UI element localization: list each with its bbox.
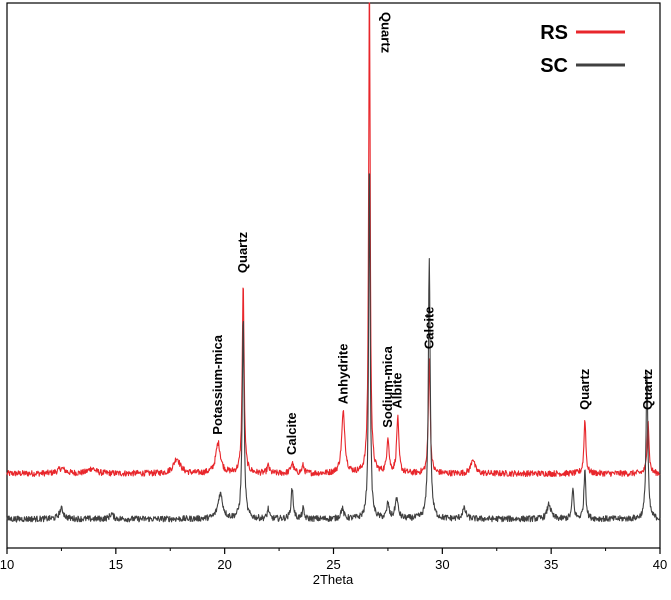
- annotation-layer: Potassium-mica Quartz Calcite Anhydrite Quar…: [210, 12, 655, 455]
- x-tick-label: 40: [653, 557, 667, 572]
- peak-label: Calcite: [421, 306, 436, 349]
- peak-label: Quartz: [577, 368, 592, 410]
- x-axis-title: 2Theta: [313, 572, 354, 587]
- plot-area: [6, 2, 661, 549]
- series-line-sc: [6, 173, 661, 523]
- peak-label: Quartz: [640, 368, 655, 410]
- peak-label: Calcite: [284, 412, 299, 455]
- legend-label-sc: SC: [540, 55, 568, 77]
- legend: RS SC: [540, 22, 625, 77]
- peak-label: Quartz: [235, 231, 250, 273]
- x-tick-label: 25: [326, 557, 340, 572]
- x-tick-label: 30: [435, 557, 449, 572]
- x-axis: 10 15 20 25 30 35 40: [0, 548, 667, 572]
- plot-frame: [6, 2, 661, 549]
- peak-label: Quartz: [378, 12, 393, 54]
- x-tick-label: 35: [544, 557, 558, 572]
- peak-label: Potassium-mica: [210, 334, 225, 434]
- peak-label: Albite: [390, 372, 405, 408]
- x-tick-label: 20: [217, 557, 231, 572]
- x-tick-label: 10: [0, 557, 14, 572]
- peak-label: Sodium-mica: [380, 345, 395, 427]
- series-line-rs: [6, 2, 661, 478]
- peak-label: Anhydrite: [335, 344, 350, 405]
- x-tick-label: 15: [109, 557, 123, 572]
- series-layer: [6, 2, 661, 523]
- legend-label-rs: RS: [540, 22, 568, 44]
